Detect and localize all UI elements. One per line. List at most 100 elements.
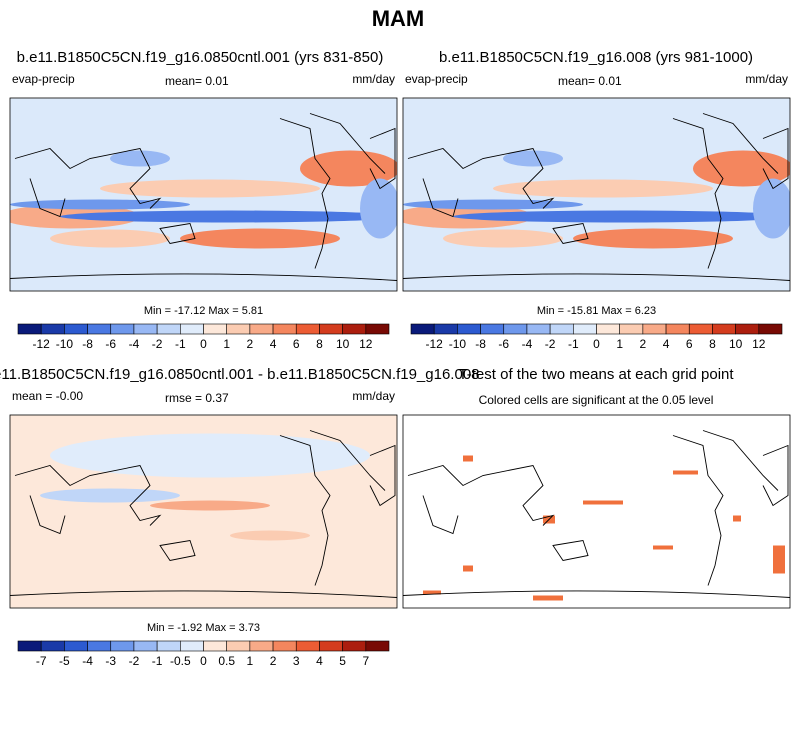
map-frame xyxy=(9,414,398,609)
colorbar-box xyxy=(319,323,343,335)
colorbar-box xyxy=(87,640,112,652)
colorbar-label: 1 xyxy=(223,337,230,351)
colorbar-box xyxy=(64,323,88,335)
colorbar-label: -10 xyxy=(449,337,467,351)
panel-title: T-test of the two means at each grid poi… xyxy=(458,366,734,383)
colorbar-label: 10 xyxy=(336,337,350,351)
colorbar-label: -4 xyxy=(522,337,533,351)
colorbar-box xyxy=(295,323,320,335)
colorbar-label: 7 xyxy=(362,654,369,668)
colorbar-label: -2 xyxy=(545,337,556,351)
colorbar-box xyxy=(688,323,713,335)
colorbar-label: -6 xyxy=(498,337,509,351)
panel-stats: Min = -17.12 Max = 5.81 xyxy=(144,305,263,317)
colorbar-label: -0.5 xyxy=(170,654,191,668)
colorbar-label: 6 xyxy=(293,337,300,351)
colorbar-label: 8 xyxy=(316,337,323,351)
colorbar-box xyxy=(180,323,204,335)
colorbar-label: -4 xyxy=(82,654,93,668)
map-field xyxy=(403,415,790,608)
colorbar-box xyxy=(133,323,158,335)
colorbar-box xyxy=(295,640,320,652)
colorbar-box xyxy=(226,640,251,652)
colorbar-box xyxy=(342,323,367,335)
colorbar-box xyxy=(365,640,390,652)
colorbar-label: 12 xyxy=(359,337,373,351)
map-field xyxy=(10,415,397,608)
colorbar-label: 4 xyxy=(270,337,277,351)
colorbar-box xyxy=(203,640,227,652)
colorbar-box xyxy=(272,323,297,335)
colorbar-box xyxy=(156,640,181,652)
colorbar-label: -1 xyxy=(568,337,579,351)
map-field xyxy=(403,98,790,291)
panel-title: b.e11.B1850C5CN.f19_g16.0850cntl.001 (yr… xyxy=(17,49,384,66)
colorbar-label: 8 xyxy=(709,337,716,351)
colorbar-label: 0 xyxy=(593,337,600,351)
colorbar-box xyxy=(180,640,204,652)
colorbar-box xyxy=(573,323,597,335)
colorbar-label: 1 xyxy=(247,654,254,668)
panel-title: b.e11.B1850C5CN.f19_g16.008 (yrs 981-100… xyxy=(439,49,753,66)
colorbar-box xyxy=(110,323,135,335)
colorbar-box xyxy=(735,323,760,335)
colorbar-box xyxy=(410,323,435,335)
panel-center-label: rmse = 0.37 xyxy=(165,391,229,405)
panel-right-label: mm/day xyxy=(352,389,395,403)
colorbar-label: 2 xyxy=(640,337,647,351)
colorbar-label: -6 xyxy=(105,337,116,351)
panel-left-label: evap-precip xyxy=(12,72,75,86)
panel-left-label: mean = -0.00 xyxy=(12,389,83,403)
colorbar-box xyxy=(433,323,458,335)
colorbar-box xyxy=(342,640,367,652)
panel-center-label: mean= 0.01 xyxy=(165,74,229,88)
colorbar-box xyxy=(156,323,181,335)
colorbar-box xyxy=(64,640,88,652)
colorbar-label: 2 xyxy=(270,654,277,668)
colorbar-label: -12 xyxy=(426,337,444,351)
colorbar-label: 0 xyxy=(200,337,207,351)
colorbar-box xyxy=(87,323,112,335)
colorbar-box xyxy=(596,323,620,335)
colorbar-box xyxy=(712,323,736,335)
panel-right-label: mm/day xyxy=(352,72,395,86)
panel-left-label: evap-precip xyxy=(405,72,468,86)
colorbar-label: -2 xyxy=(152,337,163,351)
colorbar-box xyxy=(619,323,644,335)
colorbar-label: -1 xyxy=(152,654,163,668)
map-field xyxy=(10,98,397,291)
colorbar-label: 0 xyxy=(200,654,207,668)
colorbar-label: -4 xyxy=(129,337,140,351)
colorbar-label: 10 xyxy=(729,337,743,351)
colorbar-label: -7 xyxy=(36,654,47,668)
panel-right-label: mm/day xyxy=(745,72,788,86)
colorbar-box xyxy=(17,640,42,652)
figure-title: MAM xyxy=(372,6,425,31)
panels: b.e11.B1850C5CN.f19_g16.0850cntl.001 (yr… xyxy=(0,49,791,668)
map-frame xyxy=(9,97,398,292)
colorbar-box xyxy=(40,640,65,652)
colorbar-label: 6 xyxy=(686,337,693,351)
colorbar-box xyxy=(642,323,667,335)
colorbar-label: -3 xyxy=(105,654,116,668)
panel-subtitle: Colored cells are significant at the 0.0… xyxy=(479,393,714,407)
colorbar-label: -10 xyxy=(56,337,74,351)
colorbar-label: 0.5 xyxy=(218,654,235,668)
colorbar-box xyxy=(17,323,42,335)
map-frame xyxy=(402,97,791,292)
colorbar-box xyxy=(457,323,481,335)
colorbar-box xyxy=(110,640,135,652)
colorbar-box xyxy=(480,323,505,335)
panel-stats: Min = -1.92 Max = 3.73 xyxy=(147,622,260,634)
panel-center-label: mean= 0.01 xyxy=(558,74,622,88)
colorbar-label: 1 xyxy=(616,337,623,351)
colorbar-label: 5 xyxy=(339,654,346,668)
colorbar-label: -8 xyxy=(82,337,93,351)
map-frame xyxy=(402,414,791,609)
colorbar-label: 4 xyxy=(663,337,670,351)
colorbar-label: -5 xyxy=(59,654,70,668)
colorbar-label: -1 xyxy=(175,337,186,351)
colorbar-box xyxy=(249,323,274,335)
panel-title: b.e11.B1850C5CN.f19_g16.0850cntl.001 - b… xyxy=(0,366,479,383)
colorbar-label: 12 xyxy=(752,337,766,351)
